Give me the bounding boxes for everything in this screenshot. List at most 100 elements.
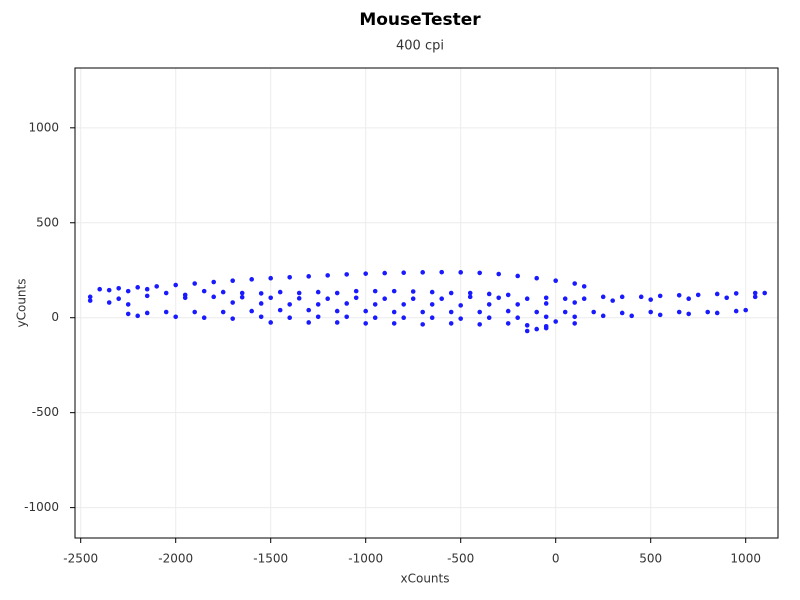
point [562, 309, 568, 315]
point [258, 291, 264, 296]
y-tick-label: 500 [36, 215, 59, 229]
point [762, 290, 767, 296]
point [391, 309, 397, 315]
point [401, 315, 407, 321]
point [296, 290, 302, 296]
point [448, 309, 454, 315]
point [334, 320, 340, 325]
point [401, 270, 407, 276]
point [733, 291, 739, 296]
point [534, 309, 539, 315]
point [372, 315, 378, 321]
point [496, 271, 502, 277]
point [363, 321, 369, 326]
point [458, 316, 464, 321]
point [344, 301, 350, 306]
point [353, 288, 359, 294]
point [534, 326, 539, 332]
point [477, 322, 483, 327]
point [106, 287, 112, 293]
point [553, 278, 558, 283]
chart-title: MouseTester [359, 10, 481, 30]
point [249, 308, 254, 314]
point [486, 302, 492, 307]
point [429, 302, 435, 307]
point [363, 308, 369, 314]
point [410, 289, 416, 294]
point [334, 308, 340, 314]
point [125, 311, 131, 317]
x-tick-label: 500 [639, 552, 662, 566]
point [695, 292, 701, 298]
point [268, 320, 274, 325]
point [572, 300, 577, 305]
x-tick-label: 0 [552, 552, 560, 566]
point [211, 294, 216, 300]
point [363, 271, 369, 276]
point [448, 290, 454, 296]
point [676, 309, 682, 315]
point [230, 278, 235, 283]
point [315, 302, 321, 307]
point [629, 313, 634, 319]
point [258, 301, 264, 306]
point [524, 328, 530, 334]
point [154, 284, 159, 289]
y-tick-label: 1000 [28, 120, 59, 134]
point [296, 296, 302, 301]
x-tick-label: -2500 [63, 552, 98, 566]
point [401, 302, 407, 307]
point [705, 309, 710, 315]
point [382, 296, 388, 302]
point [534, 275, 539, 281]
point [686, 311, 691, 317]
point [125, 302, 131, 307]
point [600, 294, 606, 300]
point [220, 309, 226, 315]
point [743, 307, 748, 313]
point [372, 302, 378, 307]
point [467, 290, 473, 296]
point [458, 303, 464, 308]
point [619, 310, 625, 316]
point [135, 285, 140, 290]
point [714, 291, 720, 297]
point [733, 308, 739, 314]
point [173, 314, 178, 320]
point [429, 289, 435, 295]
point [486, 315, 492, 321]
point [572, 321, 577, 326]
x-tick-label: -500 [447, 552, 474, 566]
point [515, 273, 520, 279]
y-axis-label: yCounts [15, 279, 29, 328]
point [505, 321, 511, 326]
point [106, 300, 112, 305]
point [287, 315, 293, 321]
point [125, 288, 131, 294]
point [372, 288, 378, 294]
point [391, 321, 397, 326]
point [676, 293, 682, 298]
point [306, 307, 312, 313]
point [581, 284, 587, 289]
grid [75, 68, 778, 538]
point [182, 295, 188, 301]
point [648, 309, 653, 315]
point [87, 294, 93, 300]
point [467, 294, 473, 300]
point [268, 295, 274, 301]
x-tick-label: -1000 [348, 552, 383, 566]
point [353, 295, 359, 301]
point [648, 297, 653, 302]
points [87, 269, 767, 334]
point [410, 296, 416, 302]
point [420, 309, 426, 315]
point [505, 308, 511, 314]
point [714, 310, 720, 316]
point [619, 294, 625, 300]
chart-subtitle: 400 cpi [396, 39, 444, 54]
point [420, 322, 426, 327]
point [287, 274, 293, 280]
point [591, 309, 596, 315]
point [505, 292, 511, 298]
